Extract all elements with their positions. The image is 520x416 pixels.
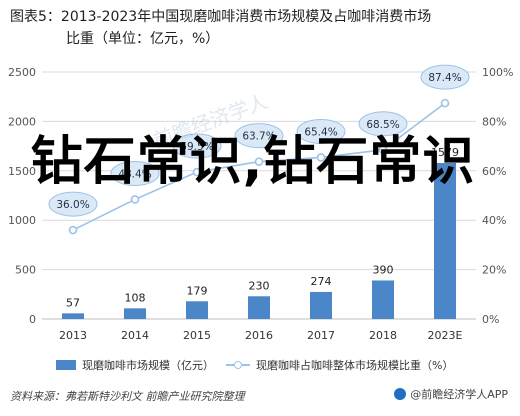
chart-title-line1: 图表5：2013-2023年中国现磨咖啡消费市场规模及占咖啡消费市场 bbox=[10, 9, 432, 25]
chart-title: 图表5：2013-2023年中国现磨咖啡消费市场规模及占咖啡消费市场 比重（单位… bbox=[10, 6, 510, 50]
legend-bar-label: 现磨咖啡市场规模（亿元） bbox=[82, 359, 214, 372]
line-value-label: 48.4% bbox=[118, 168, 151, 180]
chart-legend: 现磨咖啡市场规模（亿元） 现磨咖啡占咖啡整体市场规模比重（%） bbox=[56, 357, 476, 377]
bar-value-label: 108 bbox=[125, 291, 146, 304]
line-point bbox=[440, 98, 450, 108]
line-value-label: 87.4% bbox=[428, 72, 461, 84]
x-tick-label: 2023E bbox=[428, 329, 463, 342]
legend-item-bar: 现磨咖啡市场规模（亿元） bbox=[56, 357, 214, 373]
y-right-tick-label: 60% bbox=[482, 165, 506, 178]
line-value-bubble bbox=[172, 133, 222, 159]
line-point bbox=[130, 195, 140, 204]
y-left-tick-label: 2000 bbox=[8, 115, 36, 128]
y-right-tick-label: 20% bbox=[482, 264, 506, 277]
line-value-label: 59.5% bbox=[180, 141, 213, 153]
line-point bbox=[68, 225, 78, 235]
line-value-bubble bbox=[420, 64, 470, 90]
x-tick-label: 2018 bbox=[369, 329, 397, 342]
bar-value-label: 230 bbox=[249, 279, 270, 292]
line-value-label: 65.4% bbox=[304, 126, 337, 138]
x-tick-label: 2016 bbox=[245, 329, 273, 342]
bar-value-label: 390 bbox=[373, 263, 394, 276]
y-right-tick-label: 80% bbox=[482, 115, 506, 128]
legend-bar-swatch bbox=[56, 360, 76, 370]
bar bbox=[62, 313, 84, 319]
line-value-bubble bbox=[296, 118, 346, 144]
x-tick-label: 2014 bbox=[121, 329, 149, 342]
bar bbox=[248, 296, 270, 319]
source-note: 资料来源：弗若斯特沙利文 前瞻产业研究院整理 bbox=[10, 390, 245, 403]
y-right-tick-label: 40% bbox=[482, 214, 506, 227]
line-value-bubble bbox=[48, 191, 98, 217]
y-right-tick-label: 0% bbox=[482, 313, 499, 326]
x-tick-label: 2015 bbox=[183, 329, 211, 342]
legend-line-swatch bbox=[226, 360, 250, 370]
bar-value-label: 274 bbox=[311, 275, 332, 288]
x-tick-label: 2017 bbox=[307, 329, 335, 342]
bar-value-label: 1579 bbox=[431, 146, 459, 159]
legend-line-label: 现磨咖啡占咖啡整体市场规模比重（%） bbox=[256, 359, 454, 372]
bar-value-label: 179 bbox=[187, 284, 208, 297]
y-left-tick-label: 0 bbox=[29, 313, 36, 326]
line-value-bubble bbox=[110, 160, 160, 186]
bar bbox=[434, 162, 456, 319]
line-point bbox=[192, 167, 202, 177]
line-point bbox=[316, 153, 326, 162]
brand-logo-icon bbox=[394, 388, 407, 400]
line-value-label: 36.0% bbox=[56, 199, 89, 211]
line-value-bubble bbox=[234, 123, 284, 149]
line-point bbox=[254, 157, 264, 166]
line-point bbox=[378, 145, 388, 155]
line-value-bubble bbox=[358, 111, 408, 137]
bar bbox=[186, 301, 208, 319]
line-value-label: 63.7% bbox=[242, 131, 275, 143]
x-tick-label: 2013 bbox=[59, 329, 87, 342]
bar-value-label: 57 bbox=[66, 296, 80, 309]
bar bbox=[310, 291, 332, 319]
line-value-label: 68.5% bbox=[366, 119, 399, 131]
y-right-tick-label: 100% bbox=[482, 66, 513, 79]
y-left-tick-label: 2500 bbox=[8, 66, 36, 79]
brand-credit: @前瞻经济学人APP bbox=[394, 386, 508, 402]
y-left-tick-label: 1000 bbox=[8, 214, 36, 227]
legend-item-line: 现磨咖啡占咖啡整体市场规模比重（%） bbox=[226, 357, 453, 373]
y-left-tick-label: 1500 bbox=[8, 165, 36, 178]
brand-label: @前瞻经济学人APP bbox=[410, 388, 508, 401]
chart-title-line2: 比重（单位：亿元，%） bbox=[66, 31, 220, 47]
y-left-tick-label: 500 bbox=[15, 264, 36, 277]
bar bbox=[124, 308, 146, 319]
bar bbox=[372, 280, 394, 319]
